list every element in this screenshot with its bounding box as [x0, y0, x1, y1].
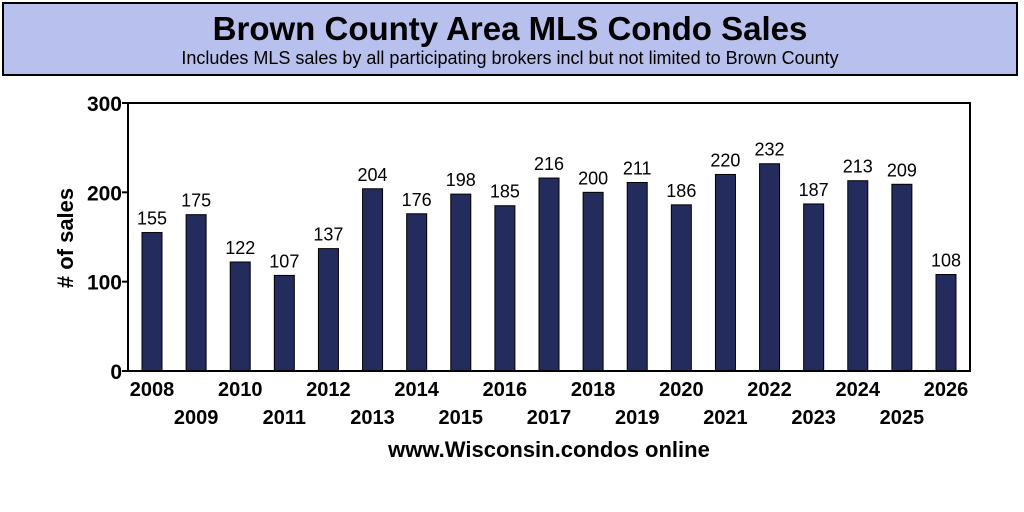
chart-title: Brown County Area MLS Condo Sales — [212, 10, 808, 47]
bar-2024 — [847, 180, 869, 372]
source-footer: www.Wisconsin.condos online — [387, 437, 710, 462]
bar-value-label: 155 — [137, 209, 167, 229]
bar-2023 — [803, 203, 825, 372]
bar-2022 — [759, 163, 781, 372]
y-tick-label: 200 — [87, 182, 122, 205]
bars — [141, 163, 957, 372]
y-tick-label: 300 — [87, 93, 122, 116]
y-axis: 0 100 200 300 — [87, 93, 128, 384]
bar-value-label: 176 — [402, 190, 432, 210]
chart-subtitle: Includes MLS sales by all participating … — [181, 48, 839, 68]
bar-2026 — [935, 274, 957, 372]
x-tick-label: 2018 — [571, 379, 616, 401]
bar-2019 — [626, 182, 648, 372]
x-tick-label: 2017 — [527, 407, 572, 429]
bar-2010 — [229, 261, 251, 372]
bar-value-label: 137 — [313, 225, 343, 245]
x-tick-label: 2008 — [130, 379, 175, 401]
bar-2008 — [141, 232, 163, 372]
x-tick-label: 2013 — [350, 407, 395, 429]
bar-2009 — [185, 214, 207, 372]
bar-value-label: 232 — [755, 140, 785, 160]
bar-value-label: 200 — [578, 168, 608, 188]
bar-value-label: 186 — [666, 181, 696, 201]
bar-value-label: 187 — [799, 180, 829, 200]
bar-value-label: 213 — [843, 157, 873, 177]
y-tick-label: 0 — [110, 361, 122, 384]
bar-value-label: 198 — [446, 170, 476, 190]
bar-2014 — [406, 213, 428, 372]
y-axis-label: # of sales — [53, 188, 78, 288]
bar-value-label: 107 — [269, 251, 299, 271]
bar-2020 — [670, 204, 692, 372]
x-tick-label: 2012 — [306, 379, 351, 401]
bar-2018 — [582, 191, 604, 372]
x-tick-label: 2021 — [703, 407, 748, 429]
bar-value-label: 108 — [931, 251, 961, 271]
bar-value-label: 211 — [623, 159, 652, 179]
x-tick-label: 2019 — [615, 407, 660, 429]
bar-value-label: 175 — [181, 191, 211, 211]
x-tick-label: 2024 — [836, 379, 881, 401]
plot-frame — [127, 102, 971, 372]
bar-2013 — [362, 188, 384, 372]
x-tick-label: 2020 — [659, 379, 704, 401]
bar-2011 — [273, 274, 295, 372]
y-tick-label: 100 — [87, 272, 122, 295]
x-tick-label: 2015 — [439, 407, 484, 429]
x-tick-label: 2025 — [880, 407, 925, 429]
bar-2017 — [538, 177, 560, 372]
bar-value-label: 209 — [887, 160, 917, 180]
bar-labels: 155 175 122 107 137 204 176 198 185 216 200 211 186 2… — [137, 140, 961, 272]
bar-2025 — [891, 183, 913, 372]
x-tick-label: 2022 — [747, 379, 792, 401]
bar-value-label: 204 — [358, 165, 388, 185]
x-tick-label: 2023 — [791, 407, 836, 429]
x-tick-label: 2010 — [218, 379, 263, 401]
bar-2012 — [317, 248, 339, 372]
bar-2016 — [494, 205, 516, 372]
bar-value-label: 122 — [225, 238, 255, 258]
bar-2015 — [450, 193, 472, 372]
x-tick-label: 2014 — [394, 379, 439, 401]
bar-value-label: 220 — [710, 150, 740, 170]
x-tick-label: 2009 — [174, 407, 219, 429]
bar-value-label: 216 — [534, 154, 564, 174]
bar-value-label: 185 — [490, 182, 520, 202]
bar-2021 — [714, 173, 736, 372]
x-tick-label: 2026 — [924, 379, 969, 401]
x-tick-label: 2011 — [263, 407, 306, 429]
chart-header: Brown County Area MLS Condo Sales Includ… — [2, 2, 1018, 76]
x-tick-label: 2016 — [483, 379, 528, 401]
